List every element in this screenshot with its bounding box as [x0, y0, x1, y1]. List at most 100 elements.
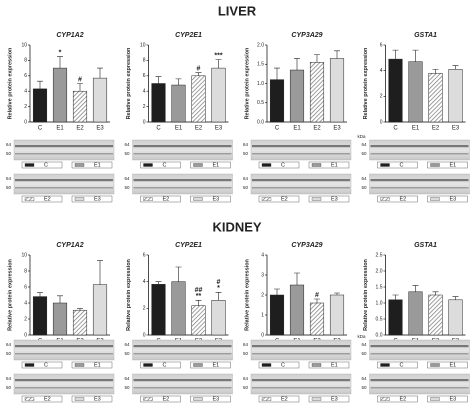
x-tick-label: E2 [195, 126, 203, 132]
bar [191, 75, 206, 123]
y-tick-label: 10 [140, 42, 146, 48]
bar [309, 62, 325, 123]
blot-band [252, 353, 350, 355]
blot-marker: 64 [361, 142, 367, 147]
x-tick-label: E1 [56, 126, 64, 132]
bar [428, 72, 443, 123]
blot-unit: kDa [358, 134, 366, 139]
legend-swatch [193, 397, 203, 401]
legend-label: E2 [281, 196, 288, 202]
bar [52, 302, 68, 336]
blot-marker: 50 [243, 185, 249, 190]
blot [250, 373, 352, 395]
x-tick-label: E3 [96, 126, 104, 132]
y-tick-label: 0.5 [376, 316, 383, 322]
legend-label: E2 [44, 396, 51, 402]
error-bar [97, 260, 103, 285]
legend-box [427, 395, 468, 403]
error-bar [37, 80, 43, 89]
legend-label: E2 [163, 196, 170, 202]
significance-mark: ** [196, 293, 202, 300]
y-tick-label: 1.5 [257, 62, 264, 68]
error-bar [175, 78, 182, 86]
legend-box [377, 361, 418, 369]
legend-box [377, 161, 418, 169]
legend-box [308, 195, 350, 203]
blot-band [252, 345, 350, 348]
bar [92, 77, 108, 123]
legend-box [190, 195, 231, 203]
legend-box [258, 395, 300, 403]
blot-band [15, 145, 113, 148]
blot [13, 173, 115, 195]
y-tick-label: 4 [261, 252, 264, 258]
blot-marker: 50 [361, 185, 367, 190]
y-tick-label: 6 [143, 252, 146, 258]
x-tick-label: E1 [293, 126, 301, 132]
legend-box [190, 395, 231, 403]
legend-label: E3 [94, 196, 101, 202]
error-bar [412, 285, 419, 292]
error-bar [274, 67, 280, 80]
blot-band [15, 379, 113, 382]
blot-band [15, 387, 113, 389]
y-tick-label: 2 [24, 104, 27, 110]
legend-box [140, 161, 181, 169]
legend-swatch [430, 363, 440, 367]
legend-box [21, 195, 63, 203]
significance-mark: # [78, 76, 82, 83]
legend-box [377, 195, 418, 203]
blot [369, 173, 470, 195]
legend-swatch [143, 397, 153, 401]
y-tick-label: 6 [24, 284, 27, 290]
legend-swatch [143, 163, 153, 167]
legend-swatch [193, 163, 203, 167]
bar [72, 90, 88, 123]
legend-box [190, 161, 231, 169]
bar [388, 299, 403, 336]
blot-band [370, 353, 469, 355]
blot [132, 373, 233, 395]
significance-mark: ## [195, 287, 203, 294]
bar [329, 294, 345, 336]
legend-label: C [400, 362, 404, 368]
legend-box [427, 361, 468, 369]
blot-band [133, 145, 232, 148]
blot-marker: 50 [6, 151, 12, 156]
legend-label: C [281, 362, 285, 368]
legend-box [71, 161, 113, 169]
y-tick-label: 2.0 [257, 42, 264, 48]
blot-band [370, 379, 469, 382]
legend-label: E1 [450, 162, 457, 168]
blot [250, 173, 352, 195]
legend-swatch [261, 163, 272, 167]
blot-band [370, 145, 469, 148]
blot-band [133, 353, 232, 355]
bar [448, 299, 463, 336]
blot-marker: 64 [243, 376, 249, 381]
blot-band [370, 179, 469, 182]
y-tick-label: 0.5 [257, 100, 264, 106]
legend-label: E2 [400, 196, 407, 202]
bar [388, 58, 403, 123]
legend-swatch [143, 363, 153, 367]
blot [369, 339, 470, 361]
error-bar [392, 294, 399, 300]
y-axis-label: Relative protein expression [363, 258, 369, 330]
error-bar [195, 300, 202, 306]
y-tick-label: 2 [24, 316, 27, 322]
error-bar [155, 281, 162, 285]
legend-label: E1 [94, 362, 101, 368]
legend-swatch [430, 197, 440, 201]
legend-swatch [24, 163, 35, 167]
error-bar [392, 49, 399, 60]
y-tick-label: 10 [21, 252, 27, 258]
section-title: LIVER [218, 3, 257, 18]
bar [289, 284, 305, 336]
blot-marker: 64 [124, 342, 130, 347]
blot-marker: 64 [6, 342, 12, 347]
y-tick-label: 4 [24, 300, 27, 306]
legend-box [427, 195, 468, 203]
error-bar [37, 292, 43, 297]
